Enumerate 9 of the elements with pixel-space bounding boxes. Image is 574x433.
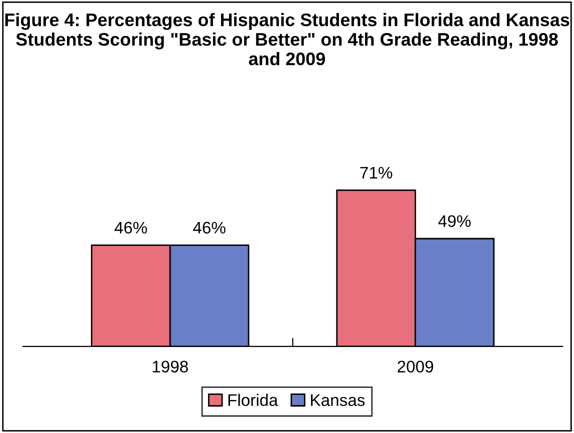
legend-label: Florida [228,394,278,406]
x-tick-label: 1998 [152,360,188,373]
data-label: 46% [114,222,147,234]
x-tick-label: 2009 [398,360,434,373]
chart-title: Figure 4: Percentages of Hispanic Students in Florida and Kansas Students Scoring "Basic or Better" on 4th Grade Reading, 1998 and 2009 [5,12,570,66]
data-label: 49% [438,215,471,227]
data-label: 46% [193,222,226,234]
data-label: 71% [360,166,392,179]
legend-label: Kansas [311,394,365,406]
